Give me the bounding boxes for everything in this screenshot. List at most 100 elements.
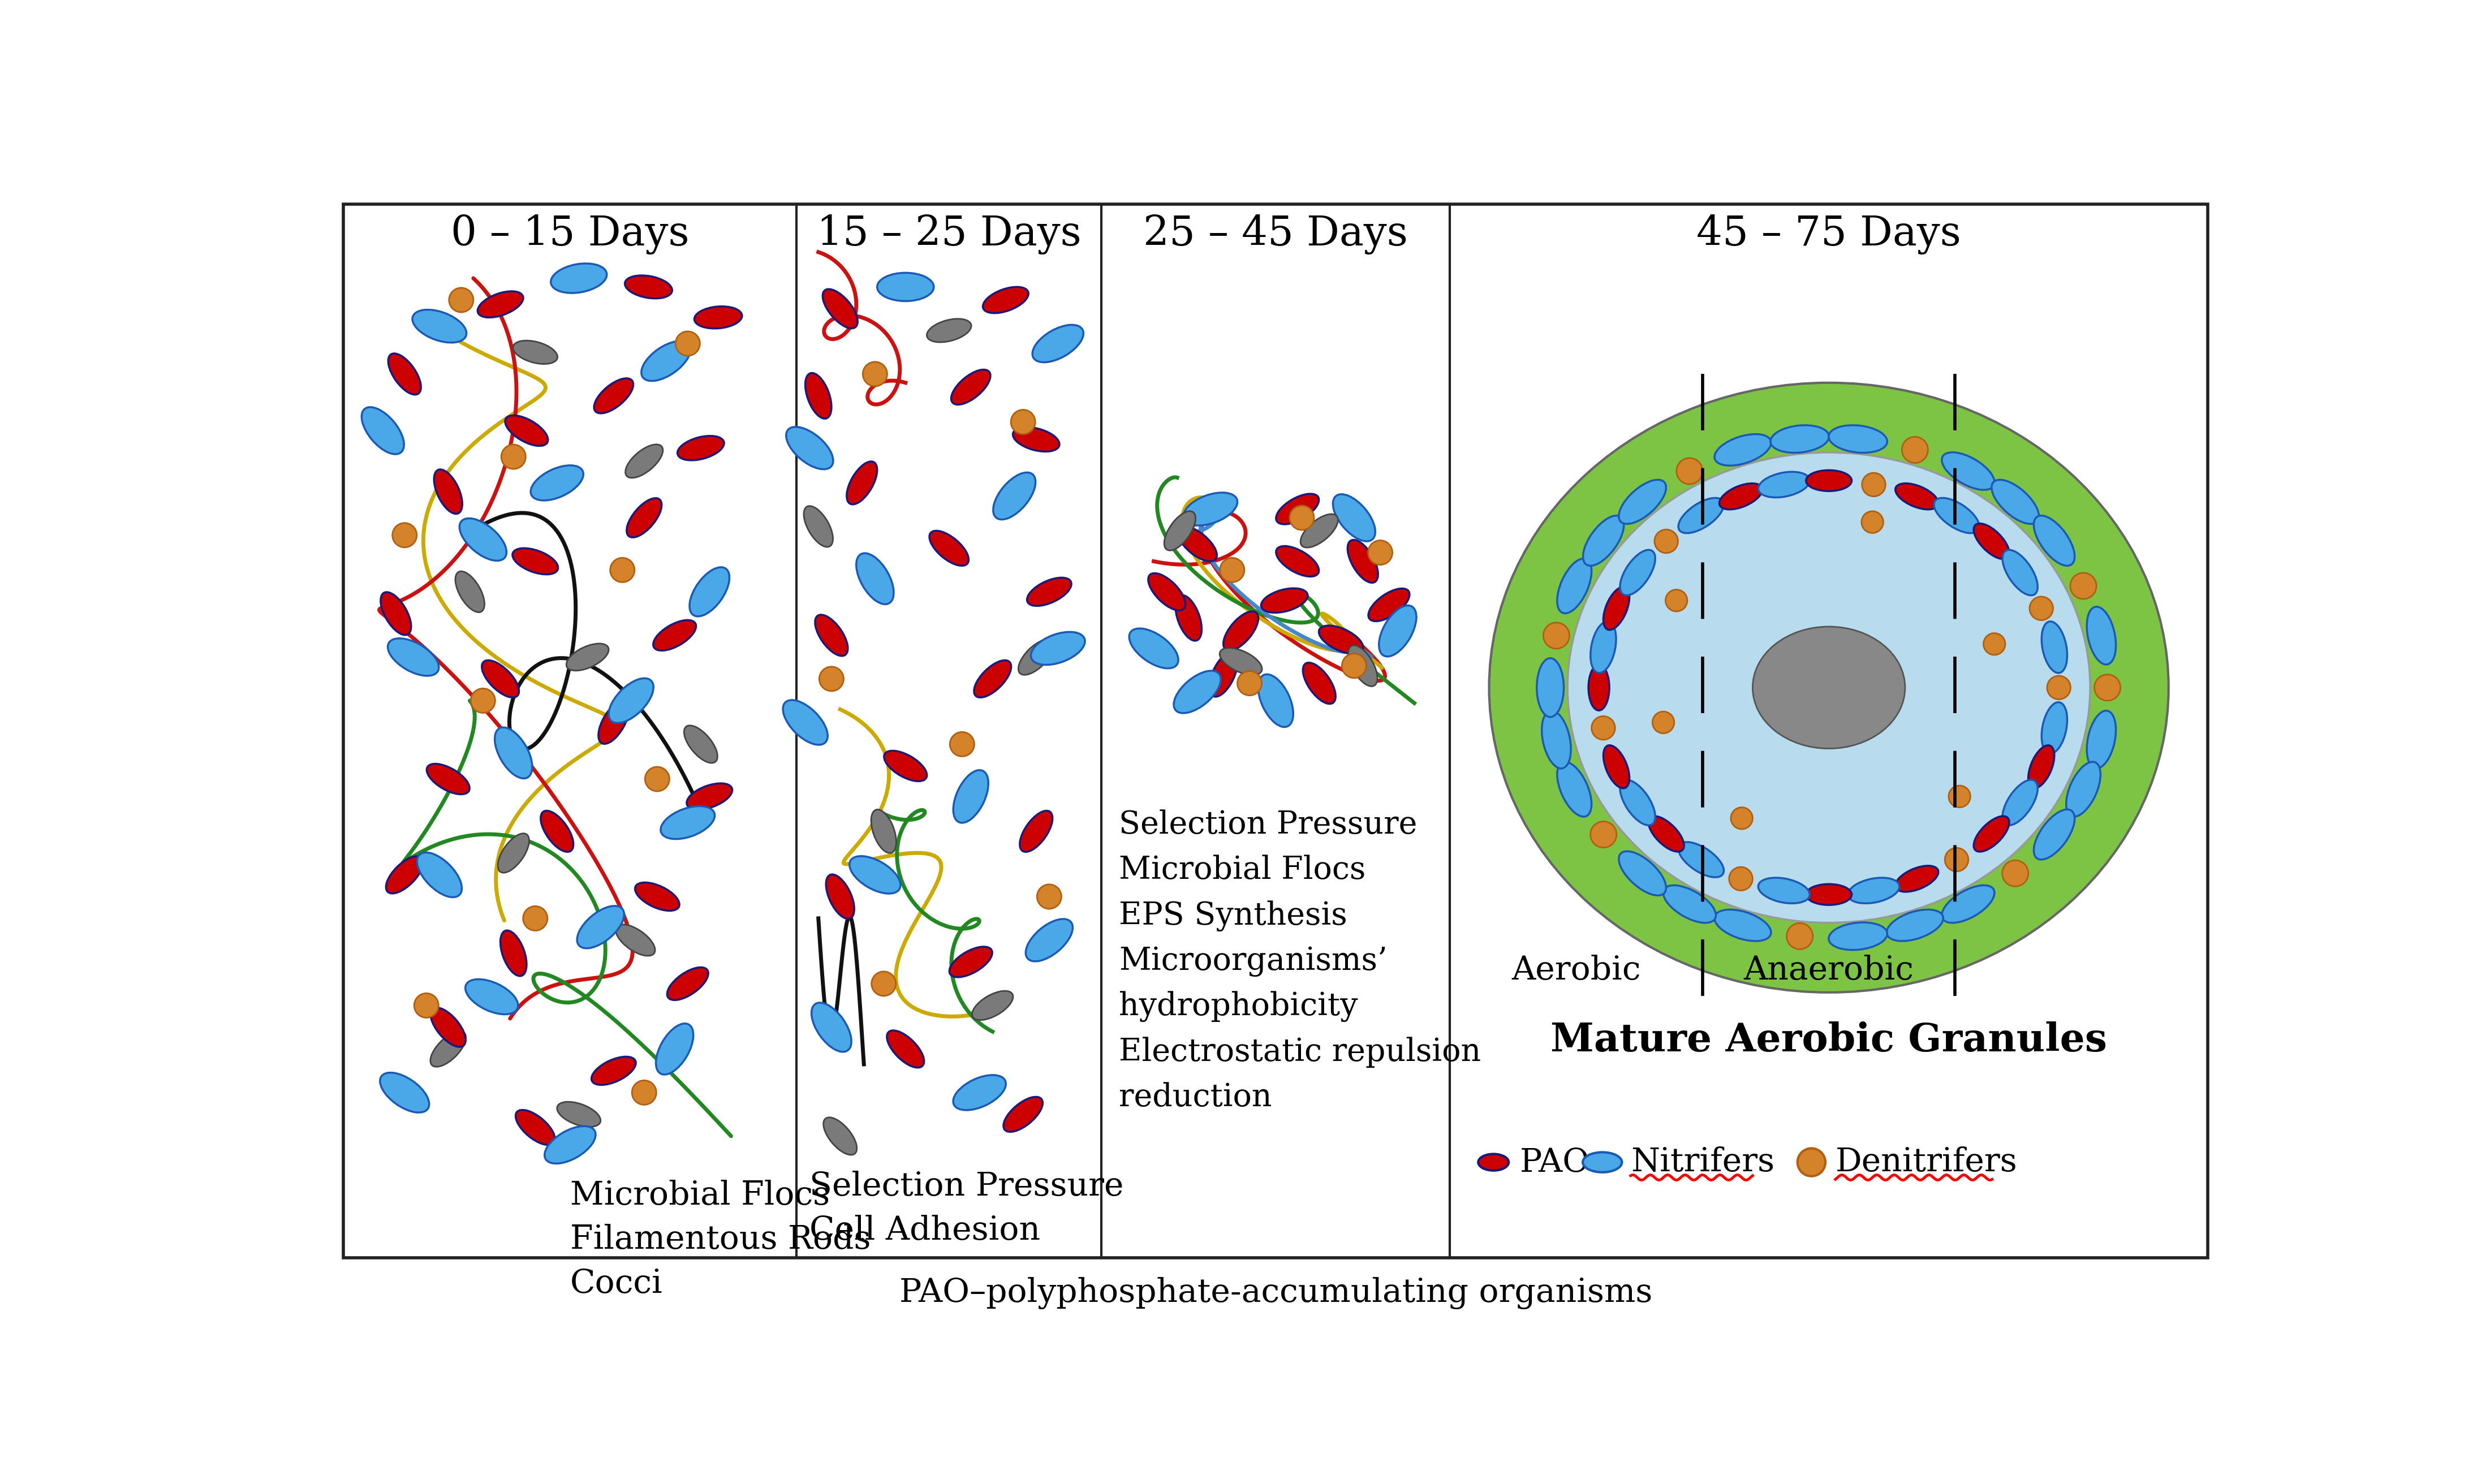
Circle shape	[1544, 623, 1569, 649]
Ellipse shape	[481, 660, 518, 697]
Circle shape	[1731, 807, 1753, 830]
Ellipse shape	[431, 1031, 466, 1067]
Ellipse shape	[1556, 558, 1591, 613]
Ellipse shape	[431, 1008, 466, 1046]
Ellipse shape	[1260, 588, 1307, 613]
Ellipse shape	[1716, 435, 1770, 466]
Ellipse shape	[550, 264, 608, 292]
Circle shape	[1367, 540, 1392, 565]
Ellipse shape	[1173, 671, 1220, 714]
Ellipse shape	[1347, 540, 1377, 583]
Ellipse shape	[565, 644, 608, 671]
Ellipse shape	[929, 531, 969, 565]
Ellipse shape	[1753, 626, 1905, 748]
Ellipse shape	[2029, 745, 2054, 788]
Ellipse shape	[1975, 524, 2009, 559]
Ellipse shape	[1275, 494, 1320, 524]
Ellipse shape	[1210, 653, 1238, 696]
Ellipse shape	[1302, 663, 1335, 703]
Ellipse shape	[1003, 1097, 1043, 1132]
Ellipse shape	[926, 319, 971, 343]
Ellipse shape	[595, 378, 632, 414]
Ellipse shape	[1128, 628, 1178, 668]
Circle shape	[1342, 653, 1367, 678]
Ellipse shape	[954, 1074, 1006, 1110]
Ellipse shape	[1026, 577, 1071, 605]
Ellipse shape	[1556, 761, 1591, 816]
Circle shape	[1902, 436, 1927, 463]
Ellipse shape	[849, 856, 901, 893]
Ellipse shape	[625, 444, 662, 478]
Ellipse shape	[1183, 493, 1238, 525]
Ellipse shape	[456, 571, 486, 613]
Ellipse shape	[1220, 649, 1262, 675]
Ellipse shape	[2034, 809, 2074, 859]
Ellipse shape	[1332, 494, 1374, 542]
Ellipse shape	[2087, 607, 2116, 665]
Ellipse shape	[513, 340, 558, 364]
Text: Anaerobic: Anaerobic	[1743, 954, 1915, 987]
Ellipse shape	[1604, 745, 1628, 788]
Ellipse shape	[608, 678, 652, 723]
Circle shape	[393, 522, 416, 548]
Ellipse shape	[1648, 816, 1683, 852]
Ellipse shape	[1805, 470, 1853, 491]
Ellipse shape	[974, 660, 1011, 697]
Ellipse shape	[951, 370, 991, 405]
Ellipse shape	[1175, 595, 1203, 641]
Ellipse shape	[677, 436, 725, 460]
Ellipse shape	[498, 834, 530, 873]
Ellipse shape	[1828, 923, 1887, 950]
Circle shape	[1863, 510, 1882, 533]
Circle shape	[1666, 589, 1688, 611]
Ellipse shape	[804, 506, 834, 548]
Ellipse shape	[625, 276, 672, 298]
Ellipse shape	[388, 353, 421, 395]
Ellipse shape	[1975, 816, 2009, 852]
Ellipse shape	[949, 947, 991, 976]
Text: PAO: PAO	[1519, 1147, 1589, 1178]
Circle shape	[819, 666, 844, 692]
Ellipse shape	[2042, 622, 2067, 672]
Circle shape	[1011, 410, 1036, 435]
Ellipse shape	[530, 466, 583, 500]
Ellipse shape	[1275, 546, 1320, 577]
Ellipse shape	[1805, 884, 1853, 905]
Ellipse shape	[847, 462, 876, 505]
Circle shape	[1591, 822, 1616, 847]
Ellipse shape	[388, 638, 438, 675]
Ellipse shape	[1148, 573, 1185, 610]
Ellipse shape	[685, 726, 717, 763]
Ellipse shape	[1848, 877, 1900, 904]
Ellipse shape	[1942, 886, 1994, 923]
Circle shape	[610, 558, 635, 582]
Ellipse shape	[461, 518, 505, 561]
Ellipse shape	[635, 883, 680, 911]
Ellipse shape	[1370, 589, 1409, 622]
Circle shape	[1036, 884, 1061, 908]
Ellipse shape	[1026, 919, 1073, 962]
Ellipse shape	[1618, 479, 1666, 524]
Ellipse shape	[1257, 674, 1292, 727]
Ellipse shape	[496, 727, 533, 779]
Circle shape	[471, 689, 496, 712]
Ellipse shape	[578, 905, 625, 948]
Ellipse shape	[1591, 622, 1616, 672]
Circle shape	[2094, 675, 2121, 700]
Circle shape	[2002, 861, 2029, 886]
Ellipse shape	[515, 1110, 555, 1146]
Ellipse shape	[416, 852, 461, 898]
Ellipse shape	[1589, 665, 1609, 711]
Text: 15 – 25 Days: 15 – 25 Days	[817, 215, 1081, 255]
Ellipse shape	[1828, 426, 1887, 453]
Text: Denitrifers: Denitrifers	[1835, 1147, 2017, 1178]
Ellipse shape	[1479, 1155, 1509, 1171]
Ellipse shape	[1758, 472, 1810, 497]
Ellipse shape	[1935, 499, 1980, 533]
Circle shape	[448, 288, 473, 312]
Ellipse shape	[2087, 711, 2116, 769]
Text: 25 – 45 Days: 25 – 45 Days	[1143, 215, 1407, 255]
Ellipse shape	[1758, 877, 1810, 904]
Circle shape	[1798, 1149, 1825, 1177]
Ellipse shape	[1621, 551, 1656, 595]
